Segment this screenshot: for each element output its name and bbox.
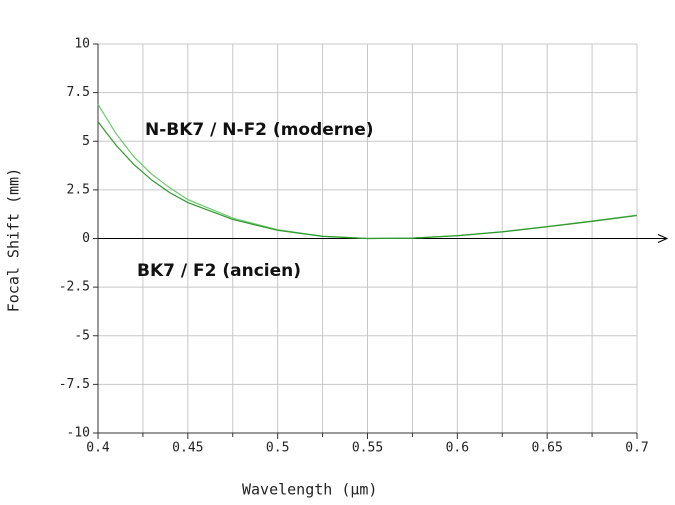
y-tick-label: 10 [74, 37, 90, 52]
x-tick-label: 0.65 [532, 441, 563, 456]
x-tick-label: 0.6 [446, 441, 469, 456]
axis-arrow [657, 234, 669, 243]
x-tick-label: 0.45 [172, 441, 203, 456]
series-label: BK7 / F2 (ancien) [137, 261, 301, 281]
y-tick-label: 5 [82, 134, 90, 149]
y-tick-label: 7.5 [67, 85, 90, 100]
x-tick-label: 0.55 [352, 441, 383, 456]
series-line [97, 121, 638, 240]
x-tick-label: 0.5 [266, 441, 289, 456]
y-tick-label: -2.5 [59, 280, 90, 295]
x-tick-label: 0.4 [86, 441, 110, 456]
x-tick-label: 0.7 [625, 441, 648, 456]
y-tick-label: 2.5 [67, 182, 90, 197]
series-label: N-BK7 / N-F2 (moderne) [145, 120, 374, 140]
y-tick-label: -10 [67, 426, 90, 441]
y-axis-title: Focal Shift (mm) [5, 168, 23, 313]
y-tick-label: -7.5 [59, 377, 90, 392]
x-axis-title: Wavelength (µm) [242, 481, 377, 499]
y-tick-label: 0 [82, 231, 90, 246]
y-tick-label: -5 [74, 328, 90, 343]
